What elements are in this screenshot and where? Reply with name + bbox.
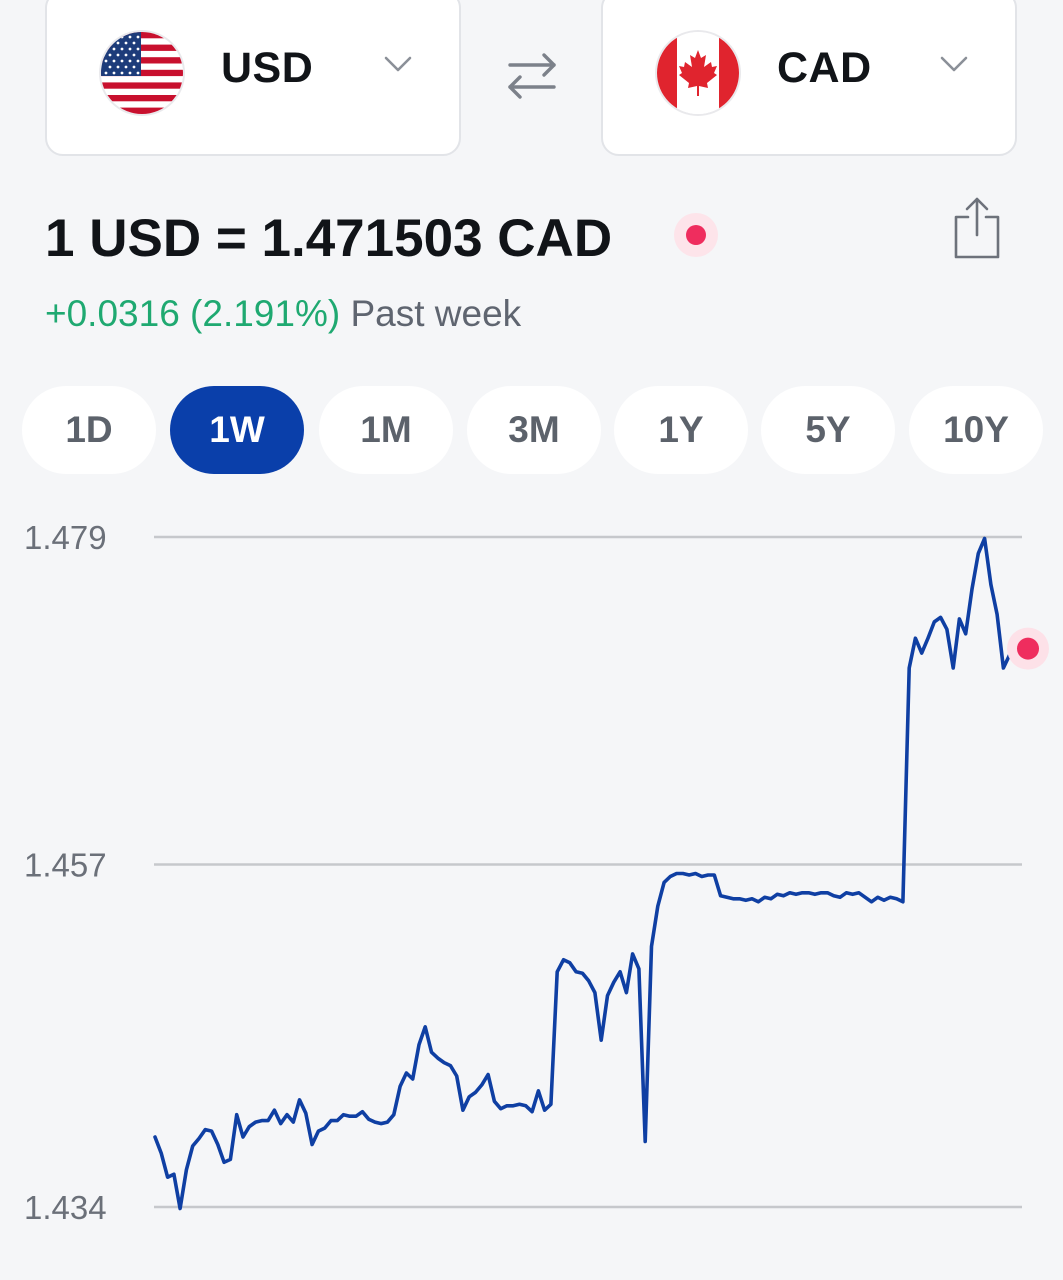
change-value: +0.0316 (2.191%) bbox=[45, 293, 341, 334]
live-indicator bbox=[674, 213, 718, 257]
exchange-rate-headline: 1 USD = 1.471503 CAD bbox=[45, 209, 613, 268]
chevron-down-icon bbox=[384, 56, 412, 72]
swap-arrows-icon[interactable] bbox=[506, 52, 558, 100]
to-currency-code: CAD bbox=[777, 44, 872, 92]
tab-1y[interactable]: 1Y bbox=[614, 386, 748, 474]
y-tick-label: 1.479 bbox=[24, 519, 107, 556]
range-tabs: 1D 1W 1M 3M 1Y 5Y 10Y bbox=[22, 386, 1052, 476]
tab-5y[interactable]: 5Y bbox=[761, 386, 895, 474]
y-tick-label: 1.457 bbox=[24, 847, 107, 884]
chevron-down-icon bbox=[940, 56, 968, 72]
canada-flag-icon bbox=[657, 32, 739, 114]
tab-10y[interactable]: 10Y bbox=[909, 386, 1043, 474]
current-point-marker bbox=[1017, 637, 1039, 660]
us-flag-icon bbox=[101, 32, 183, 114]
from-currency-select[interactable]: USD bbox=[45, 0, 461, 156]
tab-3m[interactable]: 3M bbox=[467, 386, 601, 474]
tab-1d[interactable]: 1D bbox=[22, 386, 156, 474]
rate-change: +0.0316 (2.191%) Past week bbox=[45, 293, 521, 335]
change-period: Past week bbox=[350, 293, 522, 334]
tab-1m[interactable]: 1M bbox=[319, 386, 453, 474]
rate-series-line bbox=[153, 536, 1018, 1211]
share-icon[interactable] bbox=[952, 195, 1002, 261]
tab-1w[interactable]: 1W bbox=[170, 386, 304, 474]
y-tick-label: 1.434 bbox=[24, 1189, 107, 1226]
rate-chart[interactable]: 1.479 1.457 1.434 bbox=[0, 500, 1063, 1240]
to-currency-select[interactable]: CAD bbox=[601, 0, 1017, 156]
from-currency-code: USD bbox=[221, 44, 314, 92]
